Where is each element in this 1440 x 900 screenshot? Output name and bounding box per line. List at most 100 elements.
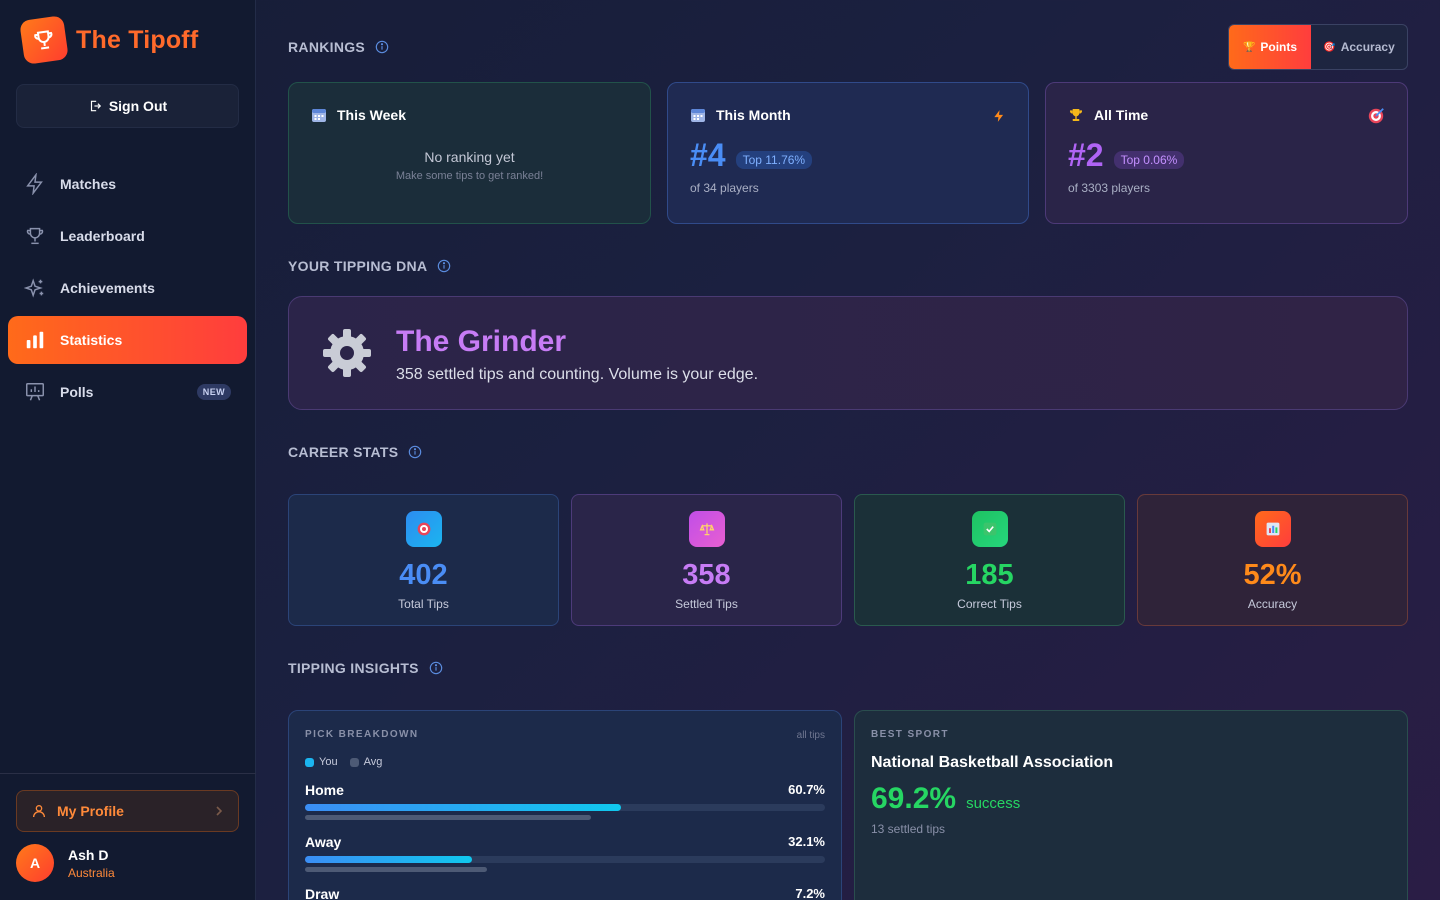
no-ranking-title: No ranking yet bbox=[424, 149, 515, 165]
stat-card-total-tips: 402 Total Tips bbox=[288, 494, 559, 626]
sidebar-item-matches[interactable]: Matches bbox=[8, 160, 247, 208]
rankings-title: RANKINGS bbox=[288, 39, 389, 55]
stat-value: 52% bbox=[1243, 559, 1302, 591]
stat-label: Accuracy bbox=[1247, 597, 1298, 611]
info-icon[interactable] bbox=[437, 259, 451, 273]
no-ranking-subtitle: Make some tips to get ranked! bbox=[395, 170, 544, 182]
gear-icon bbox=[323, 329, 371, 377]
pick-row-you-bar bbox=[305, 856, 472, 863]
legend-avg-label: Avg bbox=[363, 756, 383, 768]
pick-row-name: Away bbox=[305, 834, 342, 850]
pick-row-track bbox=[305, 856, 825, 863]
calendar-icon bbox=[312, 109, 326, 122]
points-toggle-button[interactable]: 🏆 Points bbox=[1229, 25, 1311, 69]
sidebar-item-label: Achievements bbox=[60, 280, 155, 296]
avatar: A bbox=[16, 844, 54, 882]
calendar-icon bbox=[691, 109, 705, 122]
poll-icon bbox=[26, 383, 44, 401]
sidebar-item-polls[interactable]: Polls NEW bbox=[8, 368, 247, 416]
my-profile-button[interactable]: My Profile bbox=[16, 790, 239, 832]
bar-chart-icon bbox=[26, 331, 44, 349]
accuracy-toggle-button[interactable]: 🎯 Accuracy bbox=[1311, 25, 1407, 69]
sparkles-icon bbox=[24, 278, 44, 298]
pick-row-you-bar bbox=[305, 804, 621, 811]
stat-card-correct-tips: 185 Correct Tips bbox=[854, 494, 1125, 626]
trophy-icon bbox=[1069, 109, 1083, 121]
dna-name: The Grinder bbox=[396, 325, 567, 358]
chevron-right-icon bbox=[216, 806, 223, 816]
pick-row-avg-bar bbox=[305, 815, 591, 820]
month-rank-players: of 34 players bbox=[690, 181, 759, 195]
bar-chart-icon bbox=[1254, 511, 1291, 547]
best-sport-settled: 13 settled tips bbox=[871, 822, 946, 836]
pick-row-draw: Draw 7.2% bbox=[305, 886, 825, 900]
best-sport-rate-word: success bbox=[966, 795, 1021, 812]
rank-card-month: This Month #4 Top 11.76% of 34 players bbox=[667, 82, 1029, 224]
legend-you-swatch bbox=[305, 757, 314, 767]
sidebar: The Tipoff Sign Out Matches Leaderboard … bbox=[0, 0, 256, 900]
stat-card-accuracy: 52% Accuracy bbox=[1137, 494, 1408, 626]
new-badge: NEW bbox=[196, 384, 231, 400]
brand[interactable]: The Tipoff bbox=[19, 15, 199, 65]
stat-value: 358 bbox=[682, 559, 731, 591]
stat-value: 185 bbox=[965, 559, 1014, 591]
pick-row-percent: 60.7% bbox=[788, 782, 825, 797]
stat-label: Settled Tips bbox=[675, 597, 738, 611]
pick-row-percent: 32.1% bbox=[788, 834, 825, 849]
month-rank-percentile: Top 11.76% bbox=[735, 151, 813, 169]
points-label: Points bbox=[1260, 40, 1298, 54]
app-name: The Tipoff bbox=[76, 25, 199, 54]
user-name: Ash D bbox=[68, 846, 109, 863]
rank-card-week: This Week No ranking yet Make some tips … bbox=[288, 82, 651, 224]
my-profile-label: My Profile bbox=[57, 803, 124, 819]
target-icon bbox=[1368, 108, 1384, 124]
insights-title: TIPPING INSIGHTS bbox=[288, 660, 443, 676]
rankings-title-text: RANKINGS bbox=[288, 39, 366, 55]
info-icon[interactable] bbox=[429, 661, 443, 675]
month-rank-number: #4 bbox=[690, 137, 726, 173]
info-icon[interactable] bbox=[408, 445, 422, 459]
dna-title: YOUR TIPPING DNA bbox=[288, 258, 451, 274]
pick-legend: You Avg bbox=[305, 756, 825, 768]
rank-card-label: All Time bbox=[1094, 107, 1149, 123]
all-time-rank-number: #2 bbox=[1068, 137, 1104, 173]
ranking-mode-toggle[interactable]: 🏆 Points 🎯 Accuracy bbox=[1228, 24, 1408, 70]
user-card[interactable]: A Ash D Australia bbox=[16, 844, 115, 882]
pick-breakdown-card: PICK BREAKDOWN all tips You Avg Home 60.7… bbox=[288, 710, 842, 900]
dna-title-text: YOUR TIPPING DNA bbox=[288, 258, 428, 274]
pick-row-away: Away 32.1% bbox=[305, 834, 825, 872]
pick-row-percent: 7.2% bbox=[795, 886, 825, 900]
career-title: CAREER STATS bbox=[288, 444, 422, 460]
trophy-icon bbox=[26, 227, 44, 245]
best-sport-rate: 69.2% bbox=[871, 782, 957, 815]
pick-rows: Home 60.7% Away 32.1% Draw 7.2% bbox=[305, 782, 825, 900]
sidebar-item-statistics[interactable]: Statistics bbox=[8, 316, 247, 364]
target-icon bbox=[405, 511, 442, 547]
best-sport-card: BEST SPORT National Basketball Associati… bbox=[854, 710, 1408, 900]
pick-row-avg-bar bbox=[305, 867, 487, 872]
user-icon bbox=[33, 805, 45, 818]
best-sport-name: National Basketball Association bbox=[871, 754, 1114, 771]
sidebar-item-achievements[interactable]: Achievements bbox=[8, 264, 247, 312]
sidebar-footer: My Profile A Ash D Australia bbox=[0, 773, 256, 900]
stat-card-settled-tips: 358 Settled Tips bbox=[571, 494, 842, 626]
info-icon[interactable] bbox=[375, 40, 389, 54]
sign-out-label: Sign Out bbox=[108, 98, 168, 114]
sign-out-icon bbox=[90, 100, 101, 112]
bolt-icon bbox=[26, 173, 43, 195]
stat-label: Total Tips bbox=[398, 597, 449, 611]
rank-card-label: This Month bbox=[716, 107, 791, 123]
pick-row-name: Home bbox=[305, 782, 344, 798]
sign-out-button[interactable]: Sign Out bbox=[16, 84, 239, 128]
pick-row-track bbox=[305, 804, 825, 811]
sidebar-item-label: Leaderboard bbox=[60, 228, 145, 244]
legend-you-label: You bbox=[319, 756, 338, 768]
sidebar-item-leaderboard[interactable]: Leaderboard bbox=[8, 212, 247, 260]
stat-label: Correct Tips bbox=[957, 597, 1022, 611]
career-title-text: CAREER STATS bbox=[288, 444, 399, 460]
sidebar-item-label: Polls bbox=[60, 384, 94, 400]
stat-value: 402 bbox=[399, 559, 448, 591]
all-time-rank-players: of 3303 players bbox=[1068, 181, 1151, 195]
tipping-dna-card: The Grinder 358 settled tips and countin… bbox=[288, 296, 1408, 410]
pick-breakdown-scope: all tips bbox=[796, 730, 825, 741]
